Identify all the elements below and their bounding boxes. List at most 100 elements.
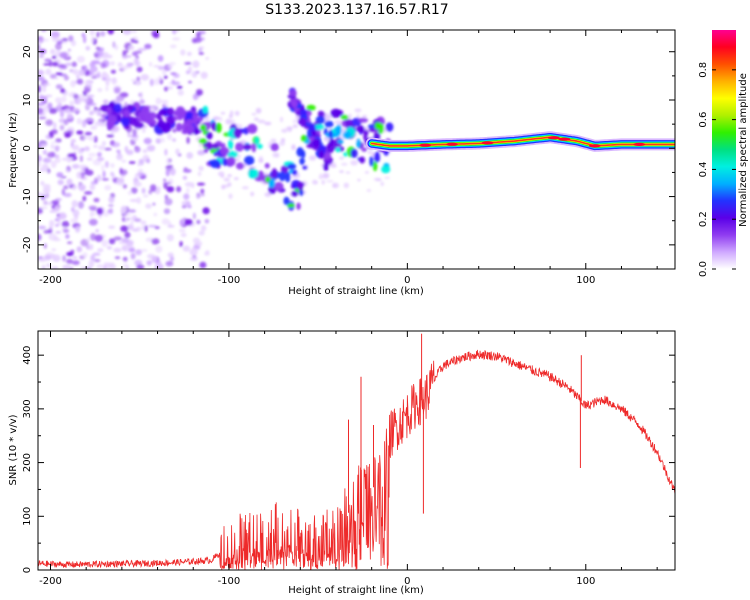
noise-speckle <box>198 47 203 53</box>
noise-speckle <box>41 264 46 269</box>
noise-speckle <box>38 161 41 168</box>
noise-speckle <box>166 234 174 242</box>
noise-speckle <box>122 256 128 262</box>
signal-blob <box>324 152 329 160</box>
noise-speckle <box>61 95 67 103</box>
noise-speckle <box>42 149 47 155</box>
noise-speckle <box>234 110 240 116</box>
noise-speckle <box>88 243 94 251</box>
noise-speckle <box>195 194 200 200</box>
noise-speckle <box>357 178 361 182</box>
noise-speckle <box>38 116 47 120</box>
signal-blob <box>194 117 204 122</box>
noise-speckle <box>140 248 148 252</box>
noise-speckle <box>166 133 173 141</box>
noise-speckle <box>101 178 109 181</box>
noise-speckle <box>70 80 76 88</box>
noise-speckle <box>384 176 390 179</box>
noise-speckle <box>371 152 375 157</box>
noise-speckle <box>190 73 198 77</box>
signal-peak <box>446 142 458 146</box>
signal-blob <box>356 125 365 133</box>
noise-speckle <box>66 178 73 186</box>
signal-blob <box>278 171 286 182</box>
signal-blob <box>247 123 258 134</box>
noise-speckle <box>264 121 272 126</box>
signal-blob <box>273 181 284 192</box>
signal-blob <box>283 196 290 206</box>
noise-speckle <box>42 163 49 171</box>
noise-speckle <box>38 76 45 81</box>
noise-speckle <box>367 150 373 154</box>
signal-blob <box>242 143 252 151</box>
signal-blob <box>158 109 167 116</box>
noise-speckle <box>76 130 84 135</box>
noise-speckle <box>343 182 349 189</box>
noise-speckle <box>92 108 99 114</box>
noise-speckle <box>72 164 80 169</box>
noise-speckle <box>71 61 78 68</box>
signal-blob <box>211 143 219 150</box>
noise-speckle <box>56 139 60 143</box>
signal-blob <box>185 119 195 125</box>
noise-speckle <box>164 148 168 156</box>
noise-speckle <box>146 260 153 266</box>
signal-blob <box>235 142 244 152</box>
noise-speckle <box>128 161 136 164</box>
noise-speckle <box>49 73 57 79</box>
signal-blob <box>297 117 307 126</box>
noise-speckle <box>213 117 219 121</box>
noise-speckle <box>151 238 160 245</box>
noise-speckle <box>194 241 203 247</box>
colorbar-tick-label: 0.2 <box>698 211 709 227</box>
noise-speckle <box>224 184 229 188</box>
noise-speckle <box>47 102 53 110</box>
noise-speckle <box>108 204 114 207</box>
noise-speckle <box>141 187 146 194</box>
signal-blob <box>206 143 213 151</box>
signal-blob <box>342 131 352 139</box>
noise-speckle <box>258 158 264 163</box>
noise-speckle <box>80 168 86 172</box>
noise-speckle <box>228 193 233 199</box>
spectrogram-plot-area <box>38 30 675 269</box>
noise-speckle <box>97 157 105 162</box>
noise-speckle <box>50 143 54 149</box>
noise-speckle <box>38 69 44 76</box>
noise-speckle <box>137 48 147 51</box>
signal-peak <box>633 142 646 146</box>
noise-speckle <box>70 249 75 253</box>
noise-speckle <box>128 249 136 253</box>
noise-speckle <box>137 169 144 173</box>
noise-speckle <box>59 110 65 118</box>
snr-panel: -200 -100 0 100 0 100 200 300 400 Height of stra… <box>8 330 676 596</box>
noise-speckle <box>124 217 128 223</box>
noise-speckle <box>84 79 93 87</box>
signal-blob <box>381 165 391 174</box>
noise-speckle <box>122 216 126 222</box>
noise-speckle <box>72 209 80 217</box>
signal-blob <box>335 147 341 153</box>
noise-speckle <box>48 107 58 114</box>
noise-speckle <box>205 57 210 60</box>
noise-speckle <box>50 48 56 55</box>
spectrogram-x-tick-label: 0 <box>404 275 410 286</box>
noise-speckle <box>46 263 50 267</box>
signal-blob <box>184 123 195 134</box>
noise-speckle <box>62 264 71 269</box>
noise-speckle <box>89 65 98 73</box>
noise-speckle <box>50 129 58 135</box>
spectrogram-x-tick-label: -200 <box>39 275 62 286</box>
noise-speckle <box>90 254 96 262</box>
noise-speckle <box>74 225 81 233</box>
noise-speckle <box>62 228 70 233</box>
signal-blob <box>356 138 361 148</box>
signal-blob <box>358 117 369 123</box>
signal-blob <box>300 134 307 142</box>
spectrogram-heatmap <box>38 30 675 269</box>
signal-blob <box>248 168 259 179</box>
noise-speckle <box>52 55 57 59</box>
noise-speckle <box>350 160 358 166</box>
noise-speckle <box>86 84 93 88</box>
